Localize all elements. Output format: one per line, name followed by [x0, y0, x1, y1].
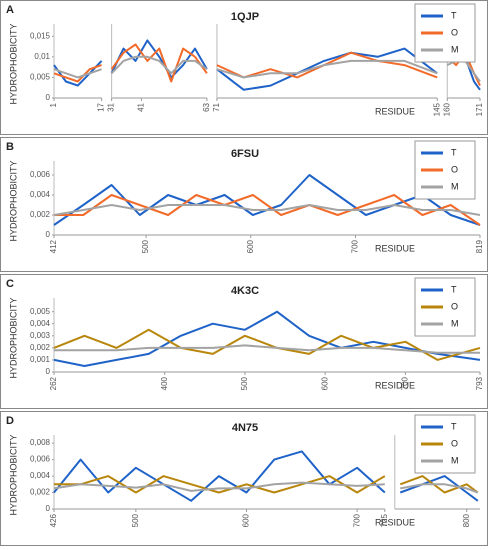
x-tick-label: 800 [462, 513, 471, 527]
series-line [399, 475, 479, 494]
x-tick-label: 700 [352, 513, 361, 527]
panel-letter: A [6, 4, 14, 16]
legend-label: M [451, 44, 459, 54]
panel-letter: C [6, 278, 14, 290]
legend-label: T [451, 10, 457, 20]
series-line [53, 328, 481, 361]
x-tick-label: 500 [240, 376, 249, 390]
y-tick-label: 0,001 [30, 355, 51, 364]
legend-label: M [451, 181, 459, 191]
y-tick-label: 0,008 [30, 438, 51, 447]
panel: D 4N75 HYDROPHOBICITY RESIDUE 0 0,002 0,004 0,0… [0, 411, 488, 546]
y-tick-label: 0,003 [30, 331, 51, 340]
y-axis-label: HYDROPHOBICITY [8, 434, 18, 515]
x-tick-label: 63 [202, 102, 211, 111]
x-tick-label: 412 [49, 239, 58, 253]
y-axis-label: HYDROPHOBICITY [8, 160, 18, 241]
x-tick-label: 145 [432, 102, 441, 116]
x-tick-label: 600 [320, 376, 329, 390]
series-line [216, 47, 438, 91]
x-tick-label: 700 [351, 239, 360, 253]
x-tick-label: 600 [246, 239, 255, 253]
series-line [110, 55, 208, 75]
chart-title: 4N75 [232, 422, 258, 434]
x-tick-label: 31 [107, 102, 116, 111]
legend-label: T [451, 284, 457, 294]
series-line [54, 194, 481, 226]
panel: C 4K3C HYDROPHOBICITY RESIDUE 0 0,001 0,002 0,0… [0, 274, 488, 409]
y-tick-label: 0,004 [30, 319, 51, 328]
x-axis-label: RESIDUE [375, 106, 415, 116]
series-line [110, 39, 208, 79]
x-tick-label: 725 [380, 513, 389, 527]
y-tick-label: 0,015 [30, 31, 51, 40]
x-axis-label: RESIDUE [375, 517, 415, 527]
x-tick-label: 500 [141, 239, 150, 253]
y-tick-label: 0 [46, 504, 51, 513]
x-tick-label: 160 [442, 102, 451, 116]
legend-label: T [451, 147, 457, 157]
series-line [54, 344, 480, 354]
y-tick-label: 0,006 [30, 170, 51, 179]
panel: A 1QJP HYDROPHOBICITY RESIDUE 0 0,005 0,01 0,01… [0, 0, 488, 135]
x-tick-label: 71 [212, 102, 221, 111]
panel-letter: D [6, 415, 14, 427]
x-tick-label: 426 [49, 513, 58, 527]
series-line [446, 59, 481, 83]
x-tick-label: 262 [49, 376, 58, 390]
x-tick-label: 41 [137, 102, 146, 111]
series-line [400, 483, 479, 494]
legend-label: O [451, 164, 458, 174]
x-tick-label: 171 [475, 102, 484, 116]
panel: B 6FSU HYDROPHOBICITY RESIDUE 0 0,002 0,004 0,0… [0, 137, 488, 272]
legend-label: O [451, 27, 458, 37]
x-tick-label: 1 [49, 102, 58, 107]
y-tick-label: 0,004 [30, 471, 51, 480]
chart-title: 4K3C [231, 285, 259, 297]
y-tick-label: 0,002 [30, 488, 51, 497]
chart-title: 1QJP [231, 11, 259, 23]
series-line [216, 59, 438, 79]
y-axis-label: HYDROPHOBICITY [8, 297, 18, 378]
series-line [53, 64, 102, 83]
legend-label: T [451, 421, 457, 431]
legend-label: O [451, 301, 458, 311]
y-tick-label: 0 [46, 93, 51, 102]
x-tick-label: 17 [97, 102, 106, 111]
series-line [53, 481, 385, 492]
y-tick-label: 0,006 [30, 455, 51, 464]
y-tick-label: 0,004 [30, 190, 51, 199]
y-tick-label: 0,002 [30, 343, 51, 352]
series-line [53, 68, 102, 79]
x-tick-label: 793 [475, 376, 484, 390]
x-tick-label: 500 [131, 513, 140, 527]
y-tick-label: 0,01 [34, 52, 50, 61]
y-tick-label: 0,005 [30, 307, 51, 316]
x-tick-label: 700 [400, 376, 409, 390]
series-line [399, 475, 479, 502]
x-tick-label: 600 [242, 513, 251, 527]
panel-letter: B [6, 141, 14, 153]
x-tick-label: 819 [475, 239, 484, 253]
legend-label: M [451, 455, 459, 465]
x-tick-label: 400 [160, 376, 169, 390]
chart-title: 6FSU [231, 148, 259, 160]
series-line [53, 204, 481, 216]
y-tick-label: 0,002 [30, 210, 51, 219]
y-tick-label: 0 [46, 230, 51, 239]
x-axis-label: RESIDUE [375, 243, 415, 253]
x-axis-label: RESIDUE [375, 380, 415, 390]
legend-label: O [451, 438, 458, 448]
y-tick-label: 0 [46, 367, 51, 376]
legend-label: M [451, 318, 459, 328]
series-line [53, 310, 481, 367]
series-line [54, 475, 386, 494]
y-tick-label: 0,005 [30, 73, 51, 82]
series-line [110, 43, 208, 83]
y-axis-label: HYDROPHOBICITY [8, 23, 18, 104]
